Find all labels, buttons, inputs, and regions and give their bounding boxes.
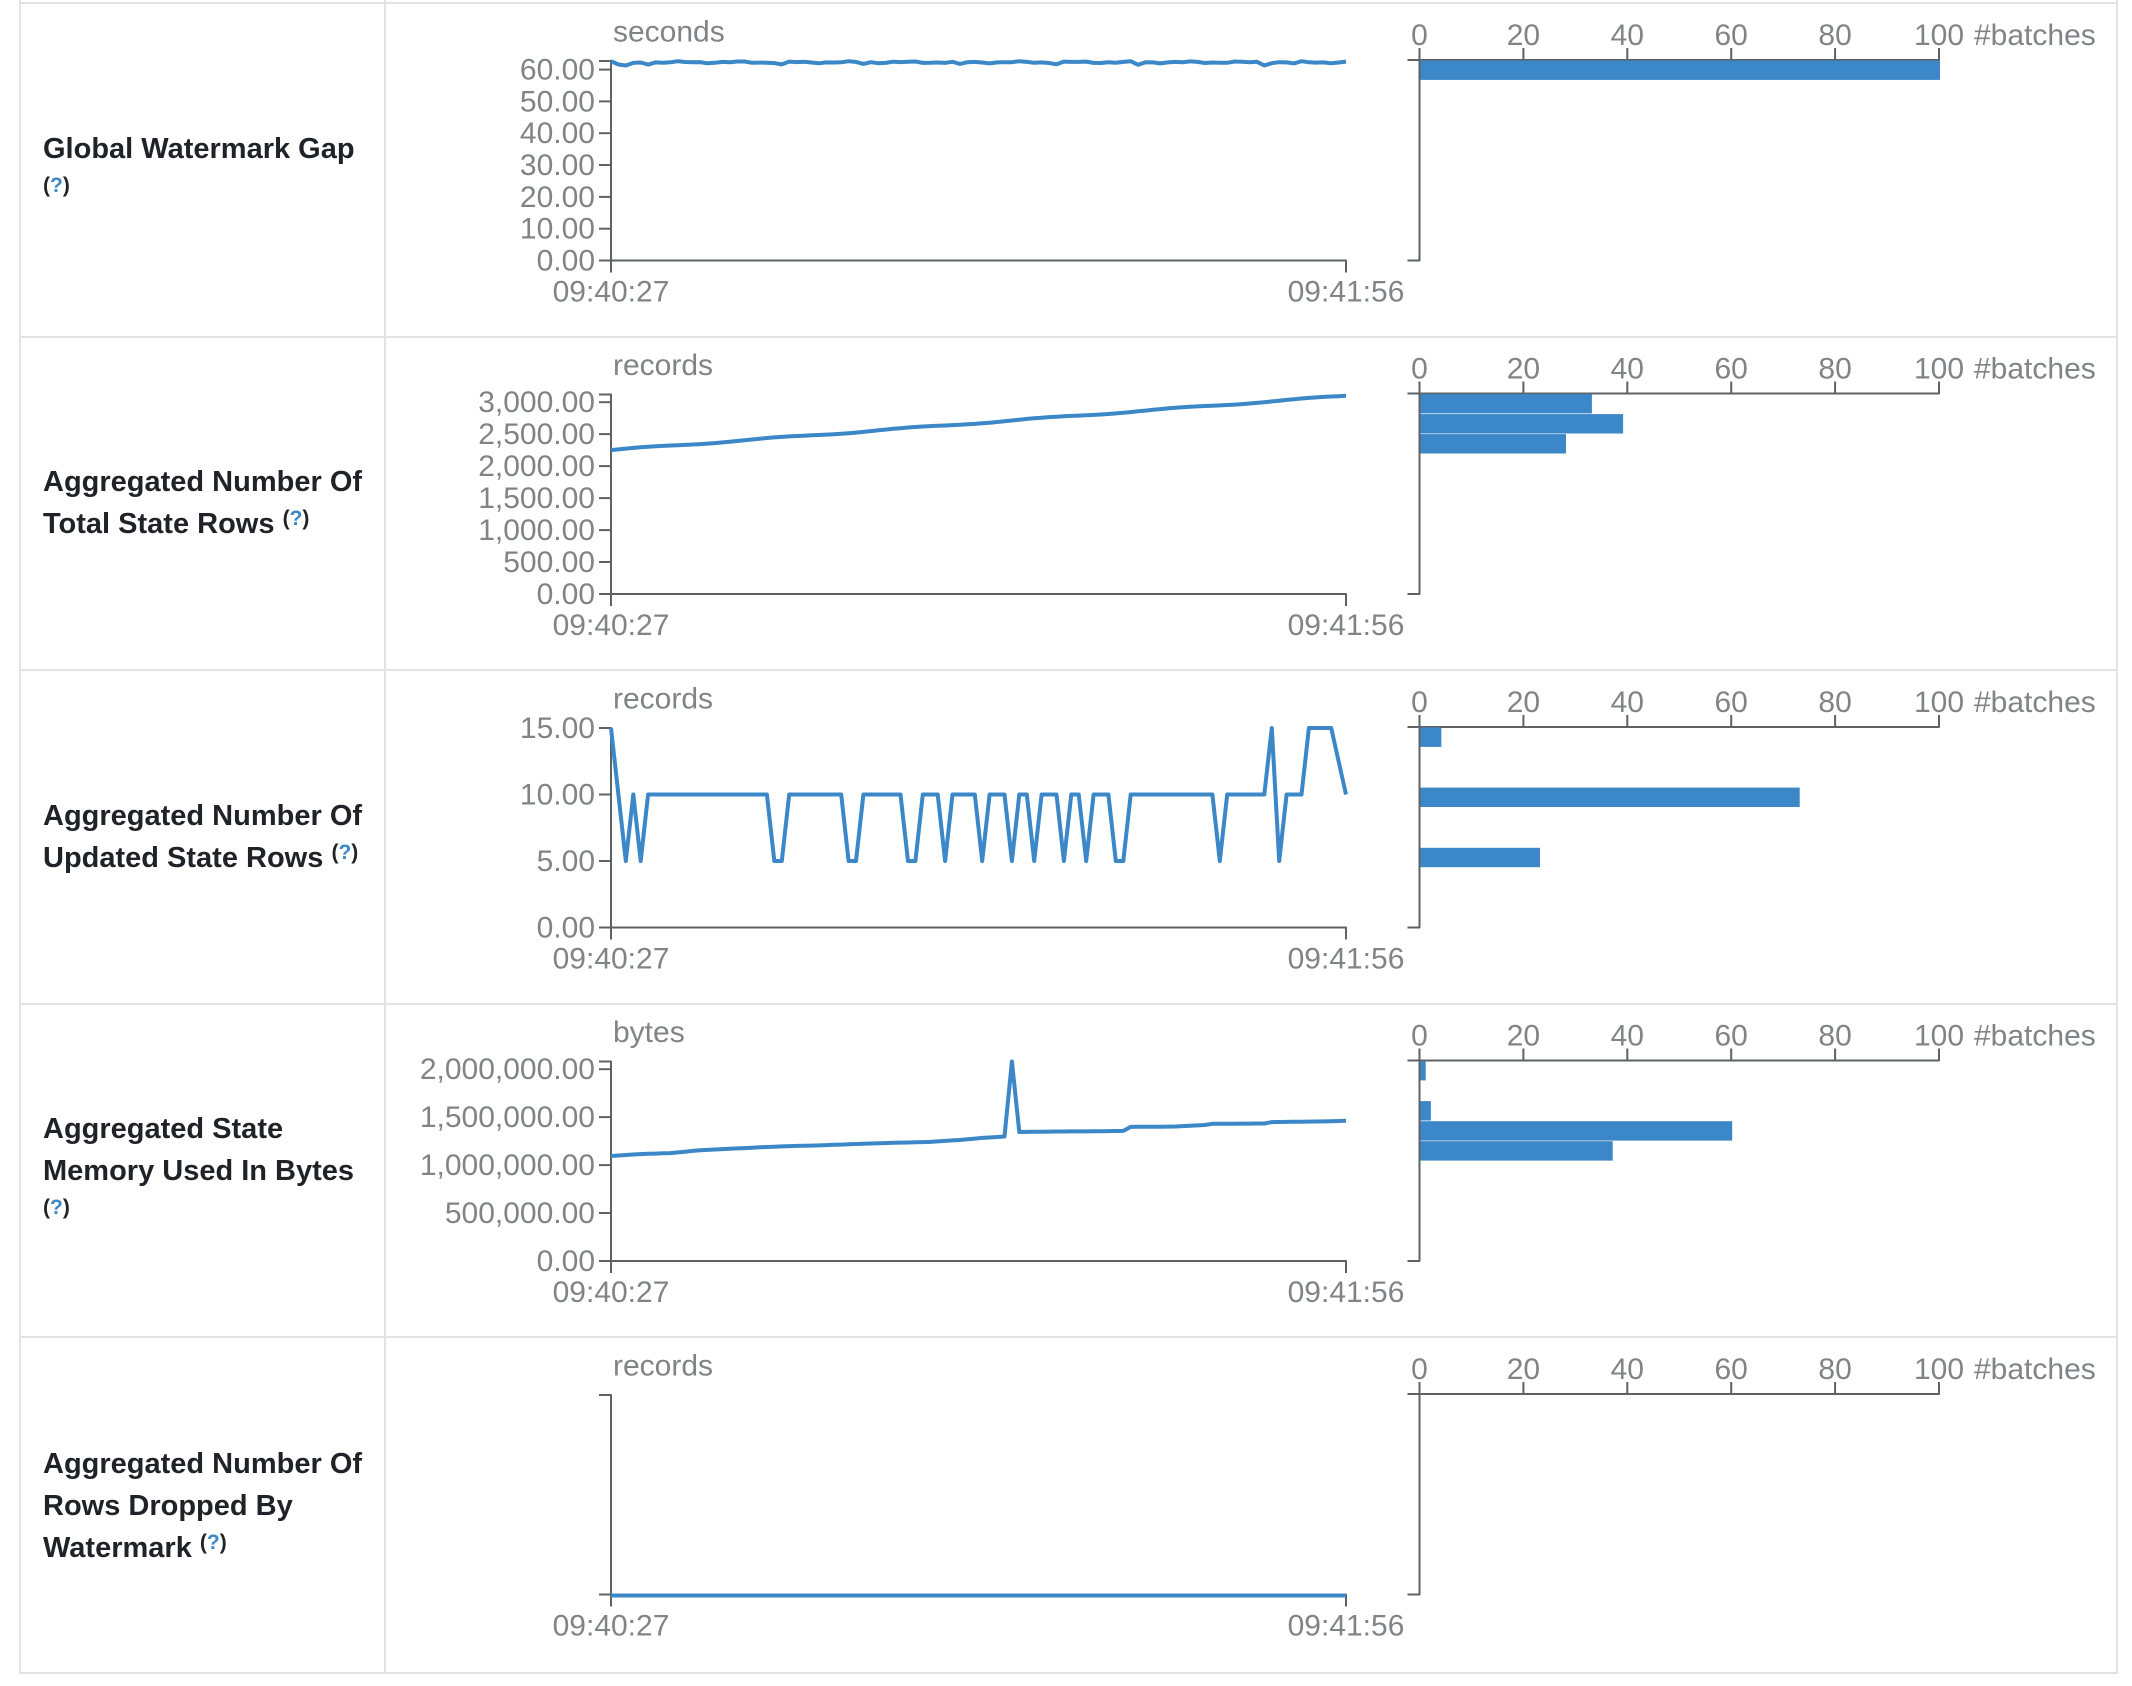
svg-text:60: 60 — [1715, 1353, 1748, 1386]
svg-text:#batches: #batches — [1974, 1020, 2096, 1053]
svg-text:40: 40 — [1611, 1353, 1644, 1386]
svg-text:40: 40 — [1611, 1020, 1644, 1053]
svg-text:40: 40 — [1611, 353, 1644, 386]
svg-text:0: 0 — [1411, 686, 1428, 719]
svg-text:09:41:56: 09:41:56 — [1288, 609, 1405, 642]
svg-text:500,000.00: 500,000.00 — [445, 1197, 595, 1230]
svg-text:09:41:56: 09:41:56 — [1288, 943, 1405, 976]
svg-text:09:40:27: 09:40:27 — [553, 943, 670, 976]
svg-text:60: 60 — [1715, 353, 1748, 386]
svg-text:0: 0 — [1411, 1353, 1428, 1386]
svg-text:100: 100 — [1914, 353, 1964, 386]
svg-text:09:40:27: 09:40:27 — [553, 276, 670, 309]
svg-text:100: 100 — [1914, 686, 1964, 719]
svg-text:#batches: #batches — [1974, 353, 2096, 386]
svg-text:20: 20 — [1507, 686, 1540, 719]
svg-text:09:41:56: 09:41:56 — [1288, 1276, 1405, 1309]
svg-text:20: 20 — [1507, 1020, 1540, 1053]
svg-text:40: 40 — [1611, 19, 1644, 52]
svg-text:1,500.00: 1,500.00 — [478, 482, 595, 515]
svg-text:records: records — [613, 349, 713, 382]
svg-text:1,000,000.00: 1,000,000.00 — [420, 1149, 595, 1182]
svg-text:bytes: bytes — [613, 1016, 685, 1049]
svg-text:50.00: 50.00 — [520, 85, 595, 118]
svg-text:80: 80 — [1818, 353, 1851, 386]
svg-text:seconds: seconds — [613, 16, 725, 49]
svg-text:2,000.00: 2,000.00 — [478, 450, 595, 483]
svg-text:0.00: 0.00 — [537, 245, 595, 278]
svg-text:30.00: 30.00 — [520, 149, 595, 182]
svg-text:40: 40 — [1611, 686, 1644, 719]
svg-text:#batches: #batches — [1974, 686, 2096, 719]
svg-text:2,500.00: 2,500.00 — [478, 418, 595, 451]
svg-text:09:41:56: 09:41:56 — [1288, 1610, 1405, 1643]
svg-text:60: 60 — [1715, 19, 1748, 52]
svg-text:100: 100 — [1914, 1353, 1964, 1386]
svg-text:100: 100 — [1914, 19, 1964, 52]
svg-text:0: 0 — [1411, 1020, 1428, 1053]
svg-text:3,000.00: 3,000.00 — [478, 386, 595, 419]
svg-text:1,000.00: 1,000.00 — [478, 514, 595, 547]
svg-text:20.00: 20.00 — [520, 181, 595, 214]
svg-text:40.00: 40.00 — [520, 117, 595, 150]
svg-text:20: 20 — [1507, 353, 1540, 386]
svg-text:80: 80 — [1818, 19, 1851, 52]
svg-text:09:40:27: 09:40:27 — [553, 1610, 670, 1643]
svg-text:0.00: 0.00 — [537, 1245, 595, 1278]
svg-text:500.00: 500.00 — [503, 546, 595, 579]
svg-text:60: 60 — [1715, 686, 1748, 719]
svg-text:10.00: 10.00 — [520, 779, 595, 812]
svg-text:20: 20 — [1507, 1353, 1540, 1386]
svg-text:0: 0 — [1411, 353, 1428, 386]
svg-text:1,500,000.00: 1,500,000.00 — [420, 1101, 595, 1134]
svg-text:09:41:56: 09:41:56 — [1288, 276, 1405, 309]
svg-text:records: records — [613, 1350, 713, 1383]
svg-text:#batches: #batches — [1974, 1353, 2096, 1386]
svg-text:60: 60 — [1715, 1020, 1748, 1053]
svg-text:60.00: 60.00 — [520, 54, 595, 87]
svg-text:100: 100 — [1914, 1020, 1964, 1053]
svg-text:80: 80 — [1818, 1020, 1851, 1053]
svg-text:09:40:27: 09:40:27 — [553, 609, 670, 642]
svg-text:80: 80 — [1818, 1353, 1851, 1386]
svg-text:15.00: 15.00 — [520, 712, 595, 745]
svg-text:2,000,000.00: 2,000,000.00 — [420, 1053, 595, 1086]
svg-text:0: 0 — [1411, 19, 1428, 52]
svg-text:records: records — [613, 683, 713, 716]
svg-text:10.00: 10.00 — [520, 213, 595, 246]
svg-text:80: 80 — [1818, 686, 1851, 719]
svg-text:0.00: 0.00 — [537, 912, 595, 945]
svg-text:#batches: #batches — [1974, 19, 2096, 52]
svg-text:20: 20 — [1507, 19, 1540, 52]
svg-text:09:40:27: 09:40:27 — [553, 1276, 670, 1309]
svg-text:5.00: 5.00 — [537, 845, 595, 878]
svg-text:0.00: 0.00 — [537, 578, 595, 611]
